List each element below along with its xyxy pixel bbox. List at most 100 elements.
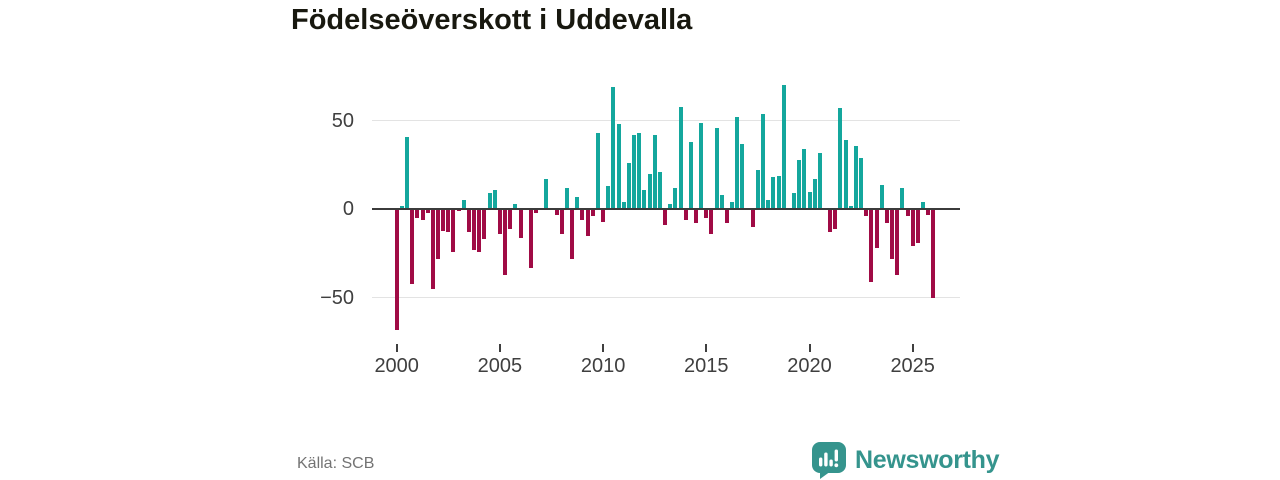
bar <box>477 209 482 252</box>
bar <box>828 209 833 233</box>
bar <box>833 209 838 229</box>
bar <box>647 173 652 211</box>
bar <box>446 209 451 233</box>
x-tick-mark <box>808 344 811 352</box>
bar <box>755 170 760 211</box>
bar <box>497 209 502 235</box>
bar <box>864 209 869 217</box>
bar <box>637 133 642 211</box>
bar <box>657 172 662 211</box>
x-tick-mark <box>705 344 708 352</box>
bar <box>750 209 755 227</box>
x-tick-mark <box>395 344 398 352</box>
bar <box>487 193 492 211</box>
bar <box>580 209 585 220</box>
bar <box>719 195 724 211</box>
brand-name: Newsworthy <box>855 445 1000 474</box>
gridline--50 <box>372 297 960 299</box>
bar <box>642 189 647 211</box>
bar <box>915 209 920 243</box>
x-tick-label: 2015 <box>684 355 729 377</box>
bar <box>766 200 771 211</box>
bar <box>410 209 415 284</box>
bar <box>869 209 874 282</box>
bar <box>673 188 678 211</box>
bar <box>874 209 879 249</box>
bar <box>663 209 668 226</box>
bar <box>724 209 729 224</box>
bar <box>900 188 905 211</box>
bar <box>792 193 797 211</box>
x-tick-mark <box>911 344 914 352</box>
bar <box>730 202 735 211</box>
bar <box>405 136 410 211</box>
bar <box>492 189 497 211</box>
bar <box>781 85 786 211</box>
bar <box>693 209 698 224</box>
bar <box>683 209 688 220</box>
bar <box>884 209 889 224</box>
bar <box>451 209 456 252</box>
bar <box>606 186 611 211</box>
x-tick-mark <box>498 344 501 352</box>
x-tick-label: 2020 <box>787 355 832 377</box>
bar <box>518 209 523 238</box>
bar <box>559 209 564 235</box>
chart-title: Födelseöverskott i Uddevalla <box>291 4 693 36</box>
bar <box>817 152 822 211</box>
bar <box>699 122 704 211</box>
bar <box>709 209 714 235</box>
plot-area <box>372 70 960 340</box>
bar <box>688 142 693 211</box>
y-tick-label: −50 <box>320 286 354 309</box>
bar <box>425 209 430 213</box>
y-tick-label: 0 <box>342 198 354 221</box>
bar <box>714 127 719 211</box>
bar <box>740 143 745 211</box>
bar <box>853 145 858 211</box>
x-tick-label: 2000 <box>374 355 419 377</box>
bar <box>461 200 466 211</box>
bar <box>435 209 440 259</box>
bar <box>415 209 420 219</box>
x-tick-label: 2005 <box>477 355 523 377</box>
bar <box>621 202 626 211</box>
bar <box>910 209 915 247</box>
bar <box>575 196 580 211</box>
bar <box>430 209 435 289</box>
bar <box>528 209 533 268</box>
x-tick-mark <box>602 344 605 352</box>
bar <box>554 209 559 215</box>
bar <box>420 209 425 220</box>
bar <box>704 209 709 219</box>
bar <box>812 179 817 211</box>
bar <box>890 209 895 259</box>
bar <box>879 184 884 211</box>
bar <box>797 159 802 211</box>
bar <box>771 177 776 211</box>
bar <box>466 209 471 233</box>
bar <box>626 163 631 211</box>
bar <box>611 87 616 211</box>
bar <box>807 191 812 211</box>
bar <box>931 209 936 298</box>
newsworthy-logo-icon <box>811 441 847 480</box>
bar <box>503 209 508 275</box>
zero-axis-line <box>372 208 960 211</box>
bar <box>399 205 404 211</box>
x-tick-label: 2025 <box>890 355 935 377</box>
bar <box>632 134 637 211</box>
bar <box>472 209 477 250</box>
bar <box>570 209 575 259</box>
x-tick-label: 2010 <box>580 355 626 377</box>
bar <box>802 149 807 211</box>
bar <box>544 179 549 211</box>
bar <box>895 209 900 275</box>
bar <box>668 203 673 211</box>
bar <box>848 205 853 211</box>
bar <box>776 175 781 211</box>
bar <box>616 124 621 211</box>
y-tick-label: 50 <box>331 109 354 132</box>
bar <box>534 209 539 213</box>
